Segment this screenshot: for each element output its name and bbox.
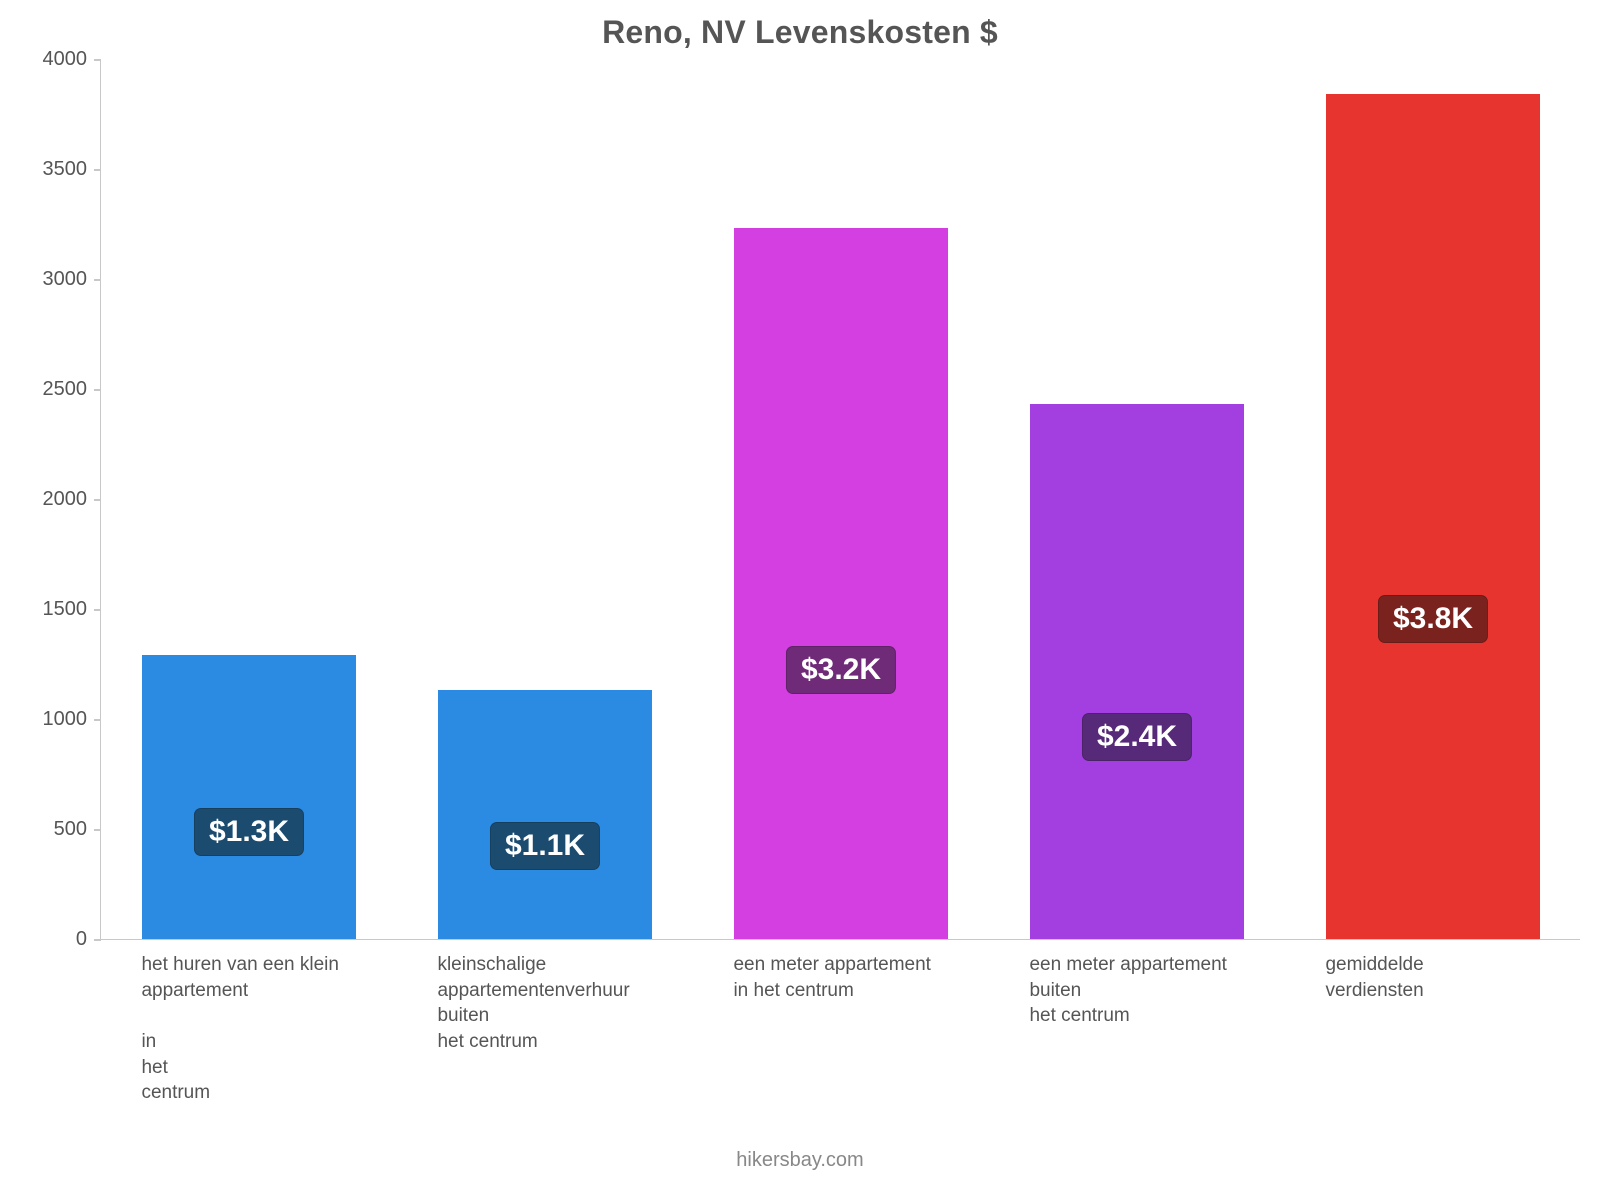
y-tick-mark: [94, 939, 101, 941]
y-tick-mark: [94, 829, 101, 831]
y-tick-label: 4000: [7, 48, 87, 71]
y-tick-label: 500: [7, 818, 87, 841]
value-badge: $2.4K: [1082, 713, 1192, 761]
y-tick-label: 3500: [7, 158, 87, 181]
y-tick-label: 1500: [7, 598, 87, 621]
y-tick-label: 2500: [7, 378, 87, 401]
y-tick-label: 0: [7, 928, 87, 951]
x-label: kleinschalige appartementenverhuurbuiten…: [437, 952, 670, 1055]
chart-title: Reno, NV Levenskosten $: [0, 14, 1600, 51]
bars-layer: $1.3K $1.1K $3.2K $2.4K $3.8K: [101, 60, 1580, 939]
x-label: een meter appartementin het centrum: [733, 952, 966, 1003]
bar: [1030, 404, 1243, 939]
chart-container: Reno, NV Levenskosten $ $1.3K$1.1K$3.2K$…: [0, 0, 1600, 1200]
value-badge: $1.1K: [490, 822, 600, 870]
y-tick-mark: [94, 389, 101, 391]
bar: [142, 655, 355, 939]
value-badge: $3.2K: [786, 646, 896, 694]
y-tick-mark: [94, 609, 101, 611]
value-badge: $3.8K: [1378, 595, 1488, 643]
bar: [734, 228, 947, 939]
plot-area: $1.3K$1.1K$3.2K$2.4K$3.8K 05001000150020…: [100, 60, 1580, 940]
y-tick-label: 3000: [7, 268, 87, 291]
bar: [1326, 94, 1539, 939]
x-label: gemiddeldeverdiensten: [1325, 952, 1558, 1003]
bar: [438, 690, 651, 939]
y-tick-mark: [94, 279, 101, 281]
y-tick-mark: [94, 719, 101, 721]
x-label: het huren van een klein appartementinhet…: [141, 952, 374, 1106]
credit-text: hikersbay.com: [0, 1149, 1600, 1172]
y-tick-mark: [94, 499, 101, 501]
y-tick-mark: [94, 169, 101, 171]
y-tick-label: 1000: [7, 708, 87, 731]
y-tick-mark: [94, 59, 101, 61]
y-tick-label: 2000: [7, 488, 87, 511]
x-label: een meter appartementbuitenhet centrum: [1029, 952, 1262, 1029]
value-badge: $1.3K: [194, 808, 304, 856]
